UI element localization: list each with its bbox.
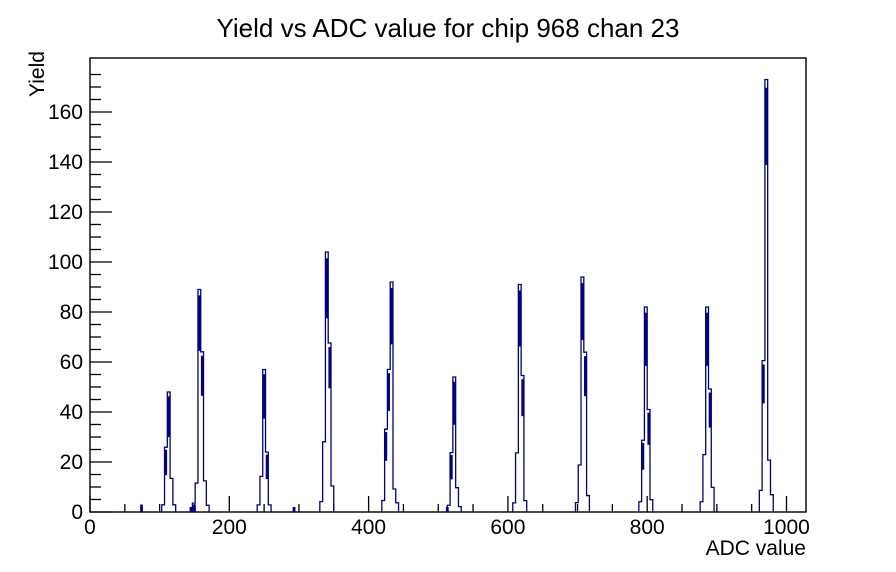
error-bar	[390, 287, 393, 345]
histogram-peak-outline	[161, 391, 177, 512]
y-axis-tick-label: 40	[60, 401, 83, 424]
histogram-peak-outline	[319, 251, 335, 512]
x-axis-title: ADC value	[706, 537, 806, 560]
error-bar	[521, 379, 524, 417]
error-bar	[384, 432, 388, 461]
histogram-small-bump	[292, 507, 296, 512]
error-bar	[265, 454, 269, 480]
y-axis-tick-label: 160	[48, 101, 83, 124]
error-bar	[705, 312, 709, 366]
y-axis-tick-label: 100	[48, 251, 83, 274]
error-bar	[584, 356, 587, 397]
y-axis-tick-label: 140	[48, 151, 83, 174]
histogram-peak-outline	[381, 281, 400, 512]
histogram-series	[140, 78, 774, 512]
error-bar	[164, 449, 168, 476]
x-axis-tick-label: 200	[212, 516, 247, 539]
y-axis-tick-label: 60	[60, 351, 83, 374]
histogram-peak-outline	[699, 306, 715, 512]
histogram-small-bump	[445, 507, 449, 512]
histogram-small-bump	[140, 504, 143, 512]
error-bar	[453, 381, 456, 425]
error-bar	[167, 396, 170, 438]
y-axis-title: Yield	[26, 51, 49, 97]
error-bar	[644, 312, 647, 366]
histogram-peak-outline	[256, 368, 272, 512]
histogram-peak-outline	[574, 276, 591, 512]
chart-title: Yield vs ADC value for chip 968 chan 23	[217, 13, 680, 43]
y-axis-tick-label: 20	[60, 451, 83, 474]
histogram-small-bump	[193, 504, 196, 512]
error-bar	[325, 258, 329, 319]
x-axis-tick-label: 1000	[763, 516, 810, 539]
histogram-peak-outline	[512, 283, 528, 512]
x-axis-tick-label: 600	[490, 516, 525, 539]
y-axis-tick-label: 80	[60, 301, 83, 324]
error-bar	[387, 373, 390, 411]
histogram-peak-outline	[758, 78, 774, 512]
axes-layer: 0 200 400 600 800 1000 0 20 40 60 80 100 120 140 160	[48, 57, 810, 539]
error-bar	[262, 374, 266, 419]
error-bar	[200, 355, 204, 396]
error-bar	[762, 364, 765, 404]
error-bar	[198, 295, 201, 351]
error-bar	[708, 392, 712, 428]
error-bar	[518, 290, 521, 347]
error-bar	[328, 347, 331, 389]
error-bar	[641, 442, 645, 470]
histogram-peak-outline	[191, 288, 210, 512]
error-bar	[450, 455, 453, 480]
error-bar	[647, 412, 650, 445]
histogram-peak-outline	[638, 306, 654, 512]
y-axis-tick-label: 120	[48, 201, 83, 224]
x-axis-tick-label: 800	[630, 516, 665, 539]
y-axis-tick-label: 0	[71, 501, 83, 524]
x-axis-tick-label: 400	[351, 516, 386, 539]
x-axis-tick-label: 0	[84, 516, 96, 539]
error-bar	[765, 87, 768, 165]
error-bar	[581, 283, 584, 341]
histogram-peak-outline	[446, 376, 462, 512]
histogram-small-bump	[189, 507, 193, 512]
